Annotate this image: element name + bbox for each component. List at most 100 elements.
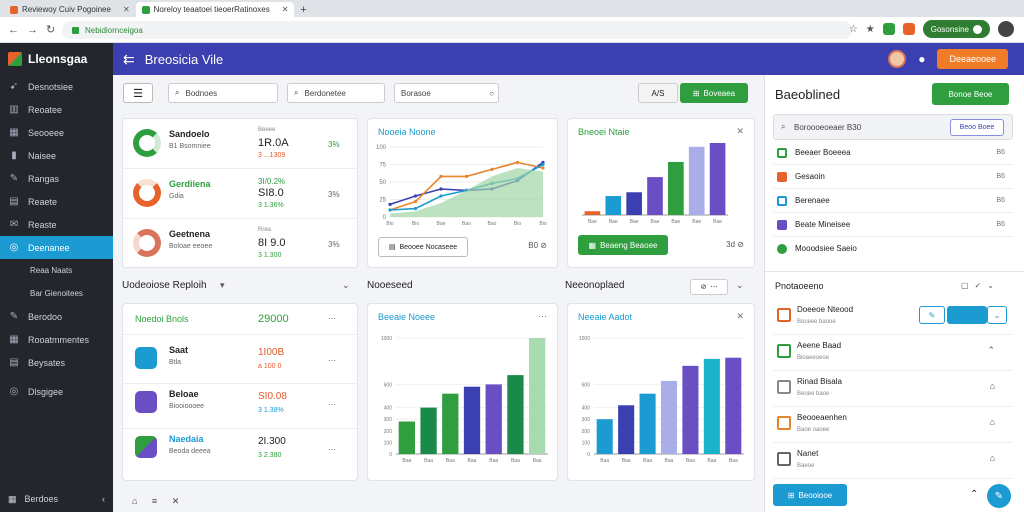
panel-primary-button[interactable]: Bonoe Beoe <box>932 83 1009 105</box>
search-field[interactable]: ⌕ Bodnoes <box>168 83 278 103</box>
section-title[interactable]: Uodeoiose Reploih <box>122 280 207 291</box>
sidebar-item[interactable]: ▦ Rooatmmentes <box>0 328 113 351</box>
header-action-button[interactable]: Deeaeooee <box>937 49 1008 69</box>
section-tools-icon[interactable]: ▢✓⌄ <box>961 281 1000 290</box>
forward-arrow-icon[interactable]: → <box>27 23 38 36</box>
panel-list-item[interactable]: Gesaoin B6 <box>773 165 1013 189</box>
sidebar-item[interactable]: ▦ Seooeee <box>0 121 113 144</box>
avatar[interactable] <box>888 50 907 68</box>
profile-avatar[interactable] <box>998 21 1014 37</box>
home-icon[interactable]: ⌂ <box>989 417 995 427</box>
chevron-down-icon[interactable]: ⌄ <box>342 280 350 290</box>
menu-toggle-icon[interactable]: ⇇ <box>123 50 135 67</box>
url-text: Nebidiornceigoa <box>85 25 143 35</box>
new-tab-icon[interactable]: + <box>300 3 307 16</box>
extension-icon[interactable] <box>882 23 895 35</box>
list-item[interactable]: Naedaia Beoda deeea 2I.300 3 2.380 ⋯ <box>123 424 357 474</box>
more-icon[interactable]: ⋯ <box>328 400 336 409</box>
sidebar-item-active[interactable]: ◎ Deenanee <box>0 236 113 259</box>
collapse-icon[interactable]: ‹ <box>102 494 105 504</box>
sidebar-item[interactable]: ➹ Desnotsiee <box>0 75 113 98</box>
filter-field[interactable]: ⌕ Berdonetee <box>287 83 385 103</box>
date-field[interactable]: Borasoe ○ <box>394 83 499 103</box>
sidebar-subitem[interactable]: Reaa Naats <box>0 259 113 282</box>
item-sub: Btla <box>169 359 182 366</box>
panel-list-item[interactable]: Beeaer Boeeea B6 <box>773 141 1013 165</box>
close-icon[interactable]: ✕ <box>122 5 130 14</box>
panel-filter-chip[interactable]: Beoo Boee <box>950 119 1004 136</box>
bookmark-star-icon[interactable]: ★ <box>865 23 875 35</box>
settings-icon[interactable]: ● <box>918 52 926 66</box>
open-button[interactable] <box>947 306 987 324</box>
chevron-down-icon[interactable]: ⌄ <box>987 306 1007 324</box>
export-controls[interactable]: ⊘ ⋯ <box>690 279 728 295</box>
sidebar-item[interactable]: ✎ Rangas <box>0 167 113 190</box>
sidebar-subitem[interactable]: Bar Gienoitees <box>0 282 113 305</box>
sidebar-item[interactable]: ▤ Beysates <box>0 351 113 374</box>
browser-tab-active[interactable]: Noreloy teaatoei tieoerRatinoxes ✕ <box>135 2 295 17</box>
panel-project-item[interactable]: Beooeaenhen Baoe oaoee ⌂ <box>773 407 1013 443</box>
sidebar-footer[interactable]: ▦ Berdoes ‹ <box>0 486 113 512</box>
x-tick-label: Baa <box>686 458 695 464</box>
chevron-up-icon[interactable]: ⌃ <box>987 345 995 355</box>
chart-footer-tools[interactable]: B0 ⊘ <box>528 241 547 250</box>
primary-button[interactable]: ⊞ Boveaea <box>680 83 748 103</box>
kpi-row[interactable]: Gerdiiena Gdia 3I/0.2% SI8.0 3 1.36% 3% <box>123 169 357 219</box>
panel-project-item[interactable]: Rinad Bisala Beoee baoe ⌂ <box>773 371 1013 407</box>
panel-project-item[interactable]: Doeeoe Nteood Boceee baooe ✎ ⌄ <box>773 299 1013 335</box>
url-field[interactable]: Nebidiornceigoa <box>62 21 852 39</box>
panel-search[interactable]: ⌕ Boroooeoeaer B30 Beoo Boee <box>773 114 1013 140</box>
hamburger-button[interactable]: ☰ <box>123 83 153 103</box>
chart-footer-tools[interactable]: 3d ⊘ <box>726 240 744 249</box>
panel-add-button[interactable]: ⊞ Beooiooe <box>773 484 847 506</box>
bar <box>626 192 642 215</box>
more-icon[interactable]: ⋯ <box>328 314 336 323</box>
checkbox-icon[interactable] <box>777 148 787 158</box>
edit-button[interactable]: ✎ <box>919 306 945 324</box>
close-icon[interactable]: ✕ <box>736 311 744 321</box>
panel-list-item[interactable]: Mooodsiee Saeio <box>773 237 1013 261</box>
panel-project-item[interactable]: Aeene Baad Bioaeeoeoe ⌃ <box>773 335 1013 371</box>
account-button[interactable]: Gosonsine <box>922 20 990 38</box>
panel-list-item[interactable]: Berenaee B6 <box>773 189 1013 213</box>
footer-tools[interactable]: ⌂ ≡ ✕ <box>132 496 186 506</box>
extension-icon[interactable] <box>902 23 915 35</box>
chevron-up-icon[interactable]: ⌃ <box>970 489 979 500</box>
more-icon[interactable]: ⋯ <box>328 445 336 454</box>
brand[interactable]: Lleonsgaa <box>0 43 113 75</box>
view-toggle[interactable]: A/S <box>638 83 678 103</box>
chat-fab-button[interactable]: ✎ <box>987 484 1011 508</box>
more-icon[interactable]: ⋯ <box>328 356 336 365</box>
star-icon[interactable]: ☆ <box>848 23 858 35</box>
y-tick-label: 0 <box>587 452 590 458</box>
y-tick-label: 200 <box>582 429 591 435</box>
chevron-down-icon[interactable]: ▾ <box>220 280 225 290</box>
sidebar-item[interactable]: ✉ Reaste <box>0 213 113 236</box>
home-icon[interactable]: ⌂ <box>989 453 995 463</box>
panel-list-item[interactable]: Beate Mineisee B6 <box>773 213 1013 237</box>
list-item[interactable]: Beloae Biooioooee SI0.08 3 1.38% ⋯ <box>123 379 357 429</box>
close-icon[interactable]: ✕ <box>736 126 744 136</box>
list-item[interactable]: Saat Btla 1I00B a 100 0 ⋯ <box>123 334 357 384</box>
sidebar-item[interactable]: ✎ Berodoo <box>0 305 113 328</box>
sidebar-item-label: Rooatmmentes <box>28 334 90 345</box>
chevron-down-icon[interactable]: ⌄ <box>736 280 744 290</box>
home-icon[interactable]: ⌂ <box>989 381 995 391</box>
bar-chart-action-button[interactable]: ▦ Beaeng Beaoee <box>578 235 668 255</box>
kpi-card: Sandoelo B1 Bsomniee Beeee 1R.0A 3 ...13… <box>122 118 358 268</box>
back-arrow-icon[interactable]: ← <box>8 23 19 36</box>
more-icon[interactable]: ⋯ <box>538 311 547 321</box>
browser-tab[interactable]: Reviewoy Cuiv Pogoinee ✕ <box>4 2 136 17</box>
kpi-row[interactable]: Sandoelo B1 Bsomniee Beeee 1R.0A 3 ...13… <box>123 119 357 169</box>
sidebar-item[interactable]: ◎ Dlsgigee <box>0 380 113 403</box>
kpi-row[interactable]: Geetnena Boloae eeoee Rrea 8I 9.0 3 1.30… <box>123 219 357 269</box>
x-tick-label: Bae <box>588 219 597 225</box>
details-button[interactable]: ▤ Beooee Nocaseee <box>378 237 468 257</box>
sidebar-item[interactable]: ▮ Naisee <box>0 144 113 167</box>
sidebar-item[interactable]: ▥ Reoatee <box>0 98 113 121</box>
reload-icon[interactable]: ↻ <box>46 24 56 36</box>
clock-icon[interactable]: ○ <box>489 88 494 98</box>
panel-project-item[interactable]: Nanet Baeoe ⌂ <box>773 443 1013 479</box>
close-icon[interactable]: ✕ <box>281 5 289 14</box>
sidebar-item[interactable]: ▤ Reaete <box>0 190 113 213</box>
